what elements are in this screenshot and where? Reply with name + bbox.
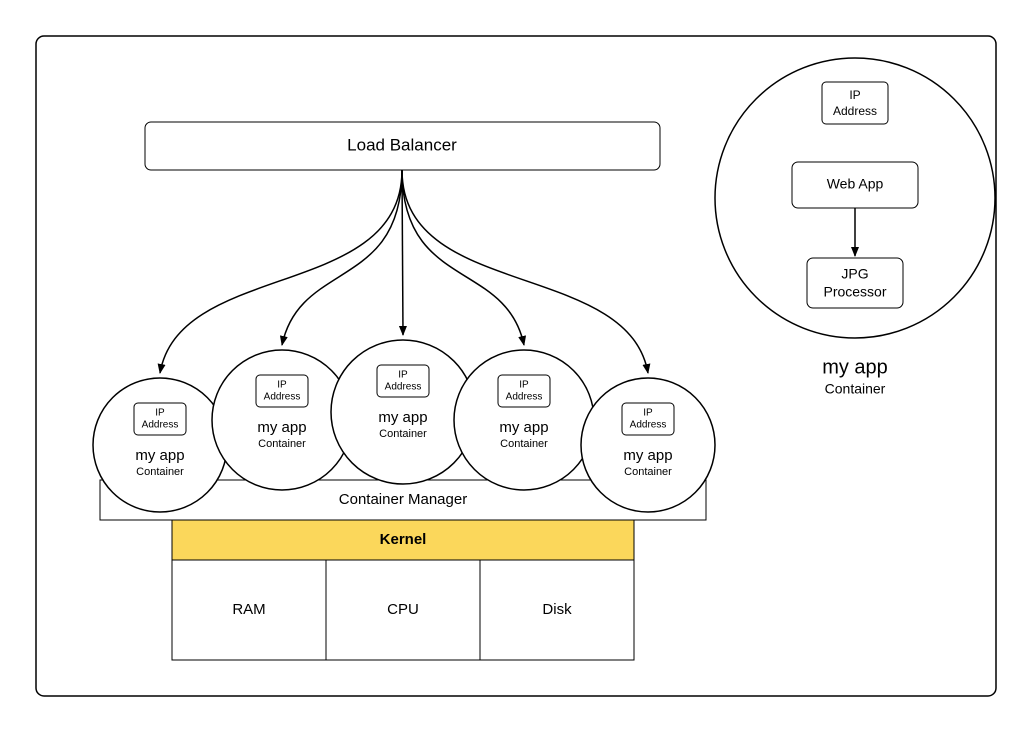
c3-subtitle: Container (379, 428, 427, 440)
edge-lb-c4 (402, 170, 524, 345)
container-manager-label: Container Manager (339, 491, 467, 508)
c1-ip-1: IP (155, 408, 165, 419)
big-title: my app (822, 356, 888, 378)
cpu-label: CPU (387, 601, 419, 618)
c3-ip-2: Address (385, 382, 422, 393)
c1-ip-2: Address (142, 420, 179, 431)
c4-ip-2: Address (506, 392, 543, 403)
edge-lb-c2 (282, 170, 402, 345)
big-container-detail: IP Address Web App JPG Processor (715, 58, 995, 338)
c2-title: my app (257, 419, 306, 436)
c5-title: my app (623, 447, 672, 464)
kernel-label: Kernel (380, 531, 427, 548)
container-circle-4: IP Address my app Container (454, 350, 594, 490)
c2-ip-1: IP (277, 380, 287, 391)
container-circle-5: IP Address my app Container (581, 378, 715, 512)
disk-label: Disk (542, 601, 572, 618)
c4-title: my app (499, 419, 548, 436)
c3-ip-1: IP (398, 370, 408, 381)
big-jpg-2: Processor (823, 284, 886, 300)
c3-title: my app (378, 409, 427, 426)
big-webapp: Web App (827, 176, 884, 192)
edge-lb-c3 (402, 170, 403, 335)
edge-lb-c1 (160, 170, 402, 373)
ram-label: RAM (232, 601, 265, 618)
big-jpg-1: JPG (841, 266, 868, 282)
c1-subtitle: Container (136, 466, 184, 478)
c5-ip-1: IP (643, 408, 653, 419)
big-ip-2: Address (833, 104, 877, 118)
c2-ip-2: Address (264, 392, 301, 403)
c5-subtitle: Container (624, 466, 672, 478)
load-balancer-label: Load Balancer (347, 135, 457, 154)
edge-lb-c5 (402, 170, 648, 373)
container-circle-3: IP Address my app Container (331, 340, 475, 484)
container-circle-1: IP Address my app Container (93, 378, 227, 512)
big-subtitle: Container (825, 381, 886, 397)
c4-ip-1: IP (519, 380, 529, 391)
c1-title: my app (135, 447, 184, 464)
big-ip-1: IP (849, 88, 860, 102)
c2-subtitle: Container (258, 438, 306, 450)
c5-ip-2: Address (630, 420, 667, 431)
c4-subtitle: Container (500, 438, 548, 450)
